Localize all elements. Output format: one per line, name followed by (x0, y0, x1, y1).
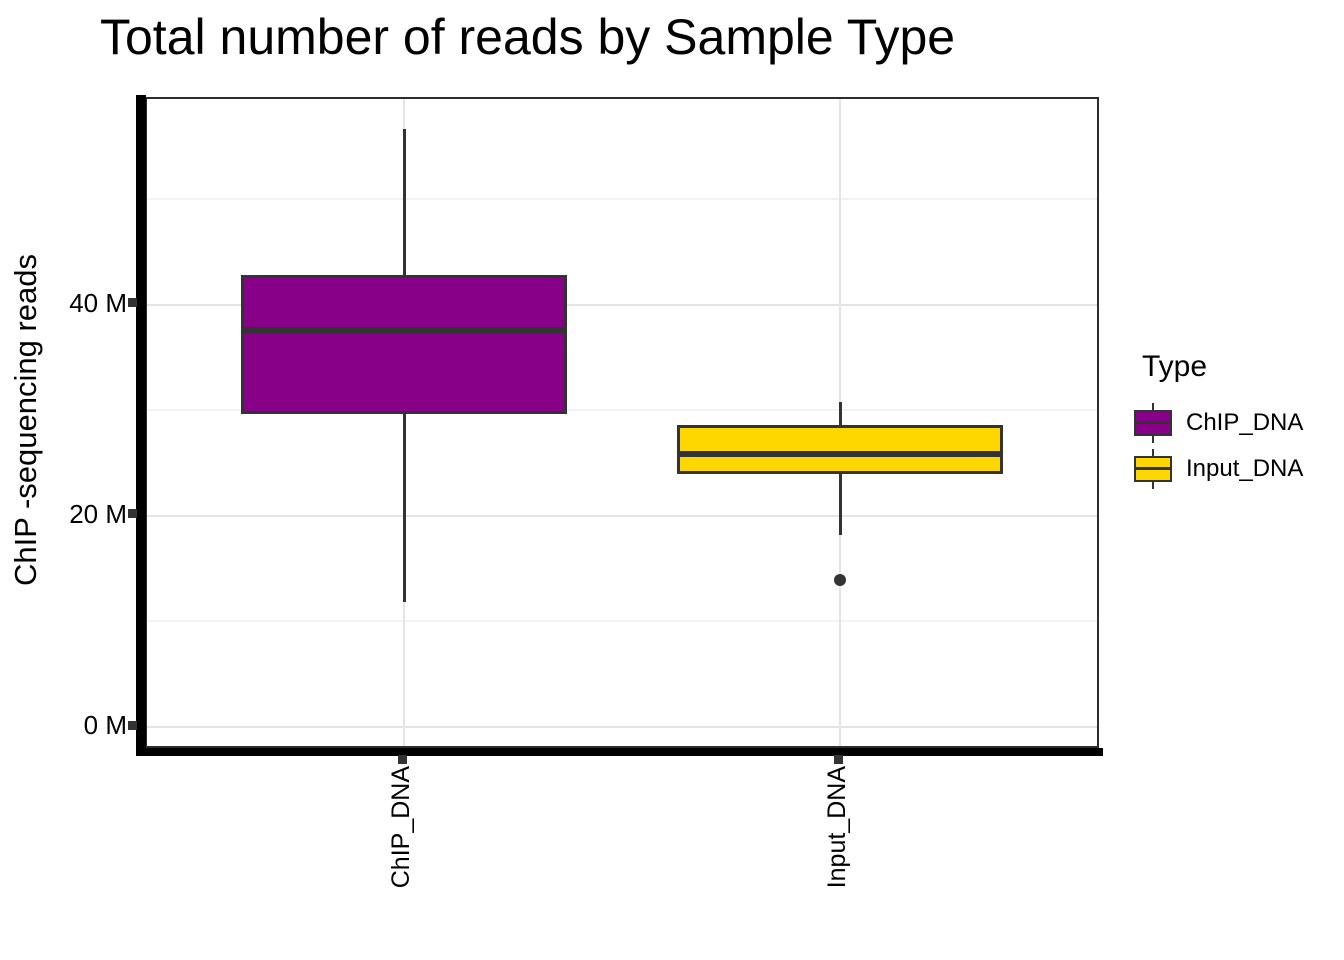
legend-key-median (1134, 421, 1172, 424)
gridline-major-horizontal (147, 726, 1097, 728)
boxplot-box (241, 275, 567, 414)
legend-item: Input_DNA (1130, 446, 1340, 492)
y-axis-title: ChIP -sequencing reads (8, 253, 43, 587)
legend: Type ChIP_DNA Input_DNA (1130, 350, 1340, 492)
x-tick-mark (397, 755, 407, 764)
boxplot-median (241, 327, 567, 334)
boxplot-median (677, 450, 1003, 457)
x-tick-label: ChIP_DNA (387, 766, 415, 889)
legend-item-label: ChIP_DNA (1186, 409, 1304, 436)
y-tick-mark (128, 720, 137, 730)
plot-title: Total number of reads by Sample Type (100, 9, 956, 65)
x-tick-label: Input_DNA (823, 766, 851, 889)
gridline-minor-horizontal (147, 409, 1097, 412)
x-axis-line (136, 748, 1103, 756)
plot-panel (145, 97, 1099, 748)
y-axis-line (136, 95, 146, 756)
boxplot-outlier-point (834, 574, 846, 587)
x-tick-mark (833, 755, 843, 764)
y-tick-mark (128, 298, 137, 308)
legend-item: ChIP_DNA (1130, 400, 1340, 446)
boxplot-box (677, 425, 1003, 474)
y-tick-label: 0 M (83, 710, 127, 740)
y-tick-label: 40 M (69, 287, 127, 318)
gridline-minor-horizontal (147, 620, 1097, 623)
legend-key-boxplot-glyph (1130, 400, 1176, 446)
legend-items: ChIP_DNA Input_DNA (1130, 400, 1340, 492)
legend-item-label: Input_DNA (1186, 455, 1304, 482)
gridline-major-horizontal (147, 514, 1097, 517)
y-tick-label: 20 M (69, 498, 127, 529)
legend-key-boxplot-glyph (1130, 446, 1176, 492)
legend-key-median (1134, 467, 1172, 470)
gridline-minor-horizontal (147, 198, 1097, 201)
legend-title: Type (1142, 350, 1208, 383)
y-tick-mark (128, 509, 137, 519)
gridline-major-horizontal (147, 303, 1097, 306)
